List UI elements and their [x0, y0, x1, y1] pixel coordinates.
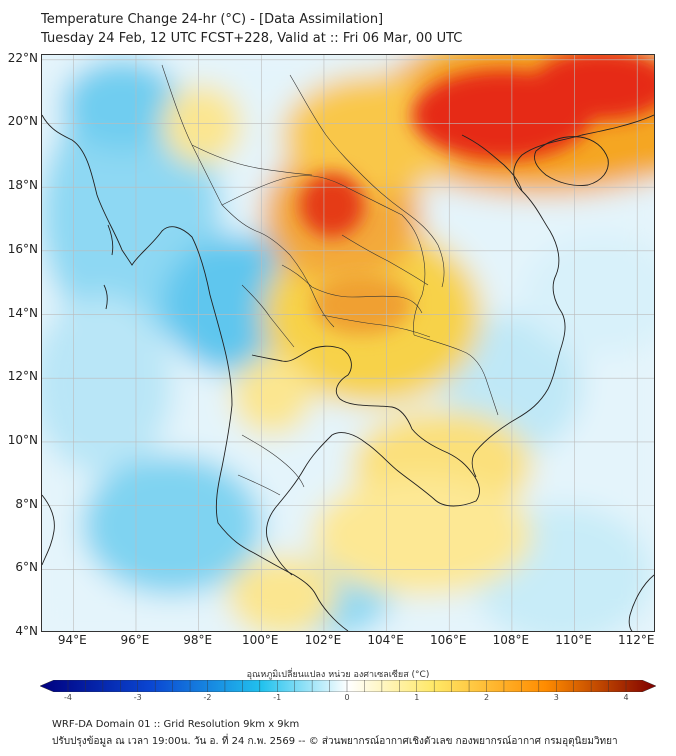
colorbar-tick: 0: [344, 693, 350, 702]
lat-label: 20°N: [7, 114, 38, 129]
colorbar-bar: [40, 680, 656, 692]
country-borders: [161, 64, 499, 496]
lat-label: 22°N: [7, 50, 38, 65]
temperature-change-map: [41, 54, 655, 632]
lat-label: 8°N: [15, 496, 38, 511]
lat-label: 14°N: [7, 305, 38, 320]
lat-label: 18°N: [7, 178, 38, 193]
colorbar-tick: -1: [273, 693, 282, 702]
lat-label: 6°N: [15, 560, 38, 575]
lat-label: 16°N: [7, 241, 38, 256]
colorbar-tick: 3: [553, 693, 559, 702]
lat-label: 12°N: [7, 369, 38, 384]
lon-label: 108°E: [492, 633, 530, 647]
lon-label: 102°E: [304, 633, 342, 647]
map-subtitle: Tuesday 24 Feb, 12 UTC FCST+228, Valid a…: [41, 31, 463, 46]
lon-label: 112°E: [617, 633, 655, 647]
lon-label: 104°E: [367, 633, 404, 647]
lon-label: 106°E: [429, 633, 467, 647]
temperature-field: [42, 55, 654, 631]
colorbar-title: อุณหภูมิเปลี่ยนแปลง หน่วย องศาเซลเซียส (…: [246, 670, 430, 680]
lon-label: 94°E: [57, 633, 87, 647]
colorbar-tick: 4: [623, 693, 629, 702]
colorbar-tick: 1: [414, 693, 420, 702]
colorbar-tick: -2: [203, 693, 212, 702]
colorbar-tick: -3: [133, 693, 142, 702]
lon-label: 110°E: [555, 633, 592, 647]
map-title: Temperature Change 24-hr (°C) - [Data As…: [41, 12, 384, 27]
footer-resolution: WRF-DA Domain 01 :: Grid Resolution 9km …: [52, 719, 300, 730]
colorbar: [40, 680, 656, 692]
lon-label: 96°E: [120, 633, 150, 647]
footer-credit: ปรับปรุงข้อมูล ณ เวลา 19:00น. วัน อ. ที่…: [52, 736, 618, 747]
colorbar-tick: -4: [64, 693, 72, 702]
map-gridlines: [42, 55, 654, 631]
lat-label: 10°N: [7, 432, 38, 447]
lat-label: 4°N: [15, 624, 38, 638]
coastlines: [42, 114, 654, 631]
lon-label: 98°E: [183, 633, 213, 647]
colorbar-tick: 2: [483, 693, 490, 702]
lon-label: 100°E: [242, 633, 279, 647]
